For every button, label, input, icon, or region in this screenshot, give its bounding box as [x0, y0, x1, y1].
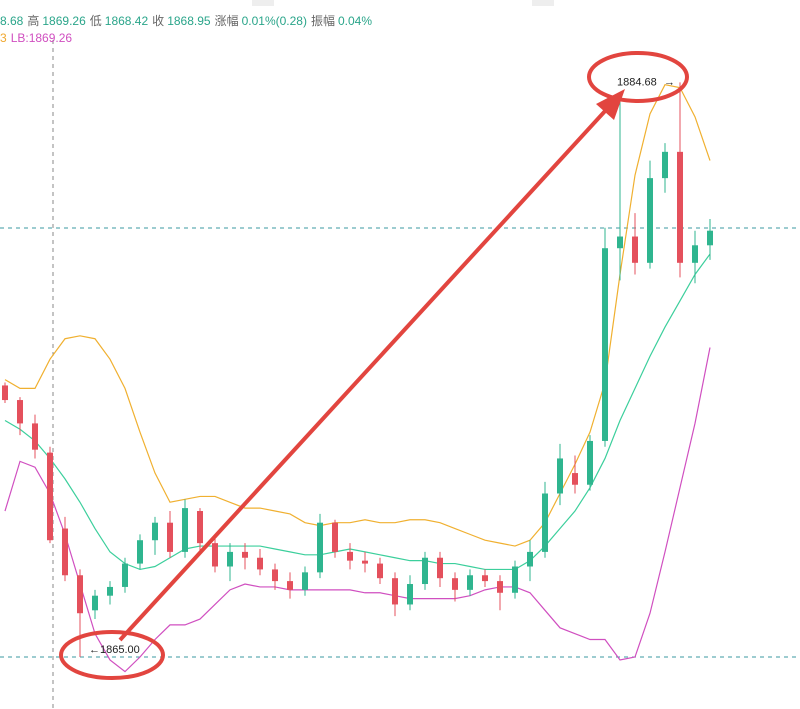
- field-value: 1868.95: [167, 14, 211, 28]
- candle-body: [137, 540, 143, 564]
- candle-body: [167, 522, 173, 552]
- candle-body: [647, 178, 653, 263]
- candle-body: [362, 560, 368, 564]
- price-label: 1865.00: [100, 644, 140, 656]
- candle-body: [32, 423, 38, 450]
- candle-body: [707, 230, 713, 246]
- candle-body: [347, 551, 353, 561]
- annotations: 1884.68 → ← 1865.00: [89, 76, 675, 656]
- ref-lines: [0, 227, 800, 658]
- tab: [252, 0, 274, 6]
- candle-body: [602, 248, 608, 441]
- field-value: 1869.26: [42, 14, 86, 28]
- candle-body: [467, 575, 473, 590]
- label-arrow: ←: [89, 644, 100, 656]
- candle-body: [107, 586, 113, 596]
- field-label: 振幅: [310, 14, 335, 28]
- candle-body: [92, 595, 98, 611]
- ohlc-header: 8.68 高 1869.26 低 1868.42 收 1868.95 涨幅 0.01%(0.28…: [0, 12, 372, 29]
- candle-body: [557, 458, 563, 494]
- candle-body: [662, 151, 668, 179]
- arrow: [118, 108, 608, 642]
- candle-body: [242, 551, 248, 558]
- candle-body: [527, 551, 533, 567]
- candle-body: [497, 581, 503, 593]
- candles: [2, 82, 713, 658]
- field-label: 低: [89, 14, 102, 28]
- field-label: 涨幅: [214, 14, 239, 28]
- field-label: 高: [27, 14, 40, 28]
- candle-body: [62, 528, 68, 576]
- candle-body: [422, 557, 428, 585]
- candle-body: [587, 440, 593, 485]
- label-arrow: →: [664, 76, 675, 88]
- candle-body: [287, 581, 293, 590]
- candle-body: [572, 473, 578, 485]
- candle-body: [377, 563, 383, 579]
- candle-body: [182, 508, 188, 552]
- candle-body: [77, 575, 83, 614]
- candle-body: [197, 511, 203, 544]
- candle-body: [122, 563, 128, 587]
- candle-body: [152, 522, 158, 541]
- candle-body: [452, 578, 458, 590]
- legend: 3 LB:1869.26: [0, 31, 76, 45]
- candle-body: [227, 551, 233, 567]
- highlight-ellipse: [59, 630, 165, 680]
- candle-body: [302, 572, 308, 590]
- field-value: 3: [0, 31, 7, 45]
- candle-body: [542, 493, 548, 552]
- tab: [532, 0, 554, 6]
- candle-body: [692, 245, 698, 263]
- candle-body: [17, 400, 23, 424]
- arrow-head: [596, 89, 625, 120]
- candle-body: [617, 236, 623, 249]
- price-label: 1884.68: [617, 76, 657, 88]
- field-value: 1868.42: [104, 14, 149, 28]
- candle-body: [392, 578, 398, 605]
- candle-body: [317, 522, 323, 573]
- candle-body: [212, 543, 218, 567]
- candle-body: [632, 236, 638, 263]
- candle-body: [2, 385, 8, 401]
- band-line: [4, 84, 711, 547]
- band-line: [4, 347, 711, 673]
- candle-body: [407, 584, 413, 605]
- field-label: 收: [152, 14, 165, 28]
- candle-body: [512, 566, 518, 593]
- candle-body: [332, 522, 338, 552]
- candle-body: [437, 557, 443, 579]
- field-value: LB:1869.26: [10, 31, 73, 45]
- field-value: 0.04%: [337, 14, 373, 28]
- candle-body: [677, 151, 683, 263]
- candle-body: [482, 575, 488, 582]
- highlight-ellipse: [587, 51, 689, 103]
- field-value: 8.68: [0, 14, 24, 28]
- candle-body: [272, 569, 278, 582]
- candle-body: [47, 452, 53, 541]
- field-value: 0.01%(0.28): [241, 14, 307, 28]
- candle-body: [257, 557, 263, 570]
